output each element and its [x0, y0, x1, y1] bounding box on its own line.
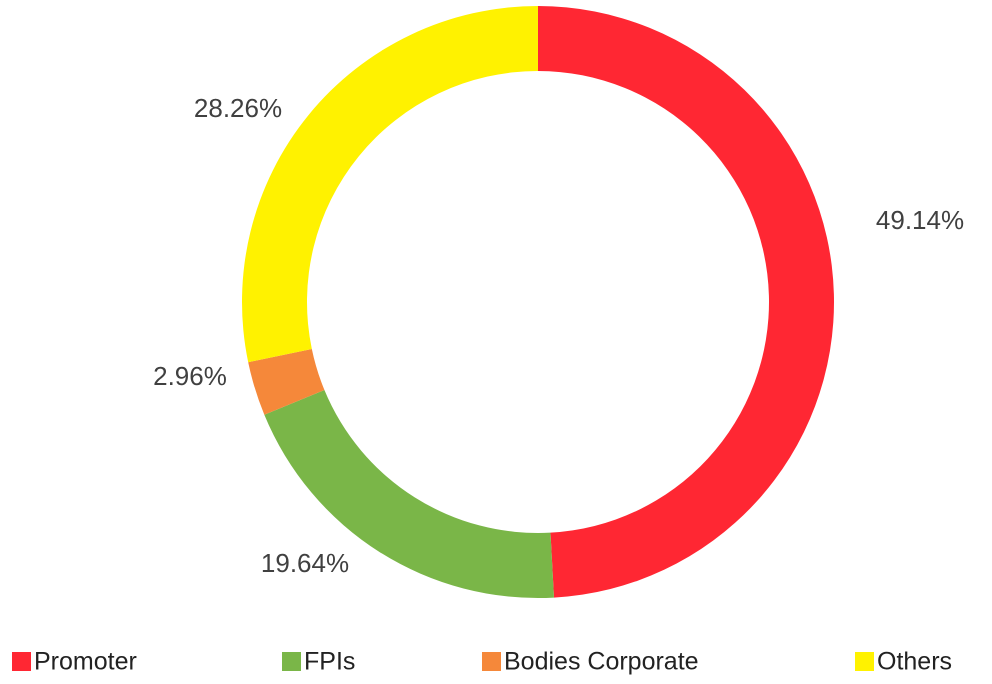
data-label: 49.14% [876, 205, 964, 235]
legend-swatch [482, 652, 501, 671]
legend-swatch [855, 652, 874, 671]
legend-swatch [12, 652, 31, 671]
legend-label: Others [877, 648, 952, 676]
donut-slice [241, 6, 538, 363]
donut-slice [248, 348, 325, 415]
legend-label: FPIs [304, 648, 355, 676]
donut-slice [264, 389, 554, 599]
data-label: 2.96% [153, 361, 227, 391]
legend-swatch [282, 652, 301, 671]
data-label: 28.26% [194, 93, 282, 123]
data-label: 19.64% [261, 548, 349, 578]
legend-label: Promoter [34, 648, 137, 676]
donut-slice [538, 5, 835, 598]
legend-label: Bodies Corporate [504, 648, 699, 676]
